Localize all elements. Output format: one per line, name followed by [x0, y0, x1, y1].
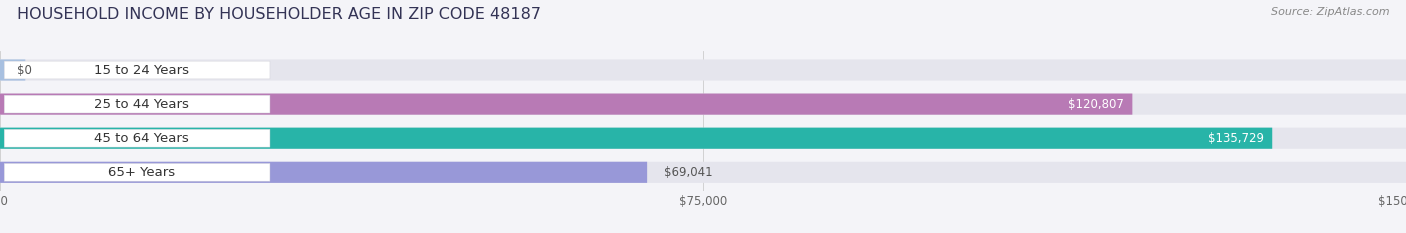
- Text: 65+ Years: 65+ Years: [108, 166, 174, 179]
- Text: $69,041: $69,041: [664, 166, 713, 179]
- Text: $120,807: $120,807: [1069, 98, 1123, 111]
- FancyBboxPatch shape: [0, 59, 1406, 81]
- FancyBboxPatch shape: [0, 128, 1406, 149]
- Text: 45 to 64 Years: 45 to 64 Years: [94, 132, 188, 145]
- Text: 25 to 44 Years: 25 to 44 Years: [94, 98, 188, 111]
- FancyBboxPatch shape: [4, 61, 270, 79]
- Text: $135,729: $135,729: [1208, 132, 1264, 145]
- FancyBboxPatch shape: [4, 95, 270, 113]
- Text: Source: ZipAtlas.com: Source: ZipAtlas.com: [1271, 7, 1389, 17]
- FancyBboxPatch shape: [4, 163, 270, 181]
- Text: HOUSEHOLD INCOME BY HOUSEHOLDER AGE IN ZIP CODE 48187: HOUSEHOLD INCOME BY HOUSEHOLDER AGE IN Z…: [17, 7, 541, 22]
- FancyBboxPatch shape: [0, 162, 647, 183]
- FancyBboxPatch shape: [0, 162, 1406, 183]
- FancyBboxPatch shape: [4, 129, 270, 147]
- FancyBboxPatch shape: [0, 93, 1132, 115]
- FancyBboxPatch shape: [0, 128, 1272, 149]
- FancyBboxPatch shape: [0, 59, 25, 81]
- FancyBboxPatch shape: [0, 93, 1406, 115]
- Text: $0: $0: [17, 64, 32, 76]
- Text: 15 to 24 Years: 15 to 24 Years: [94, 64, 188, 76]
